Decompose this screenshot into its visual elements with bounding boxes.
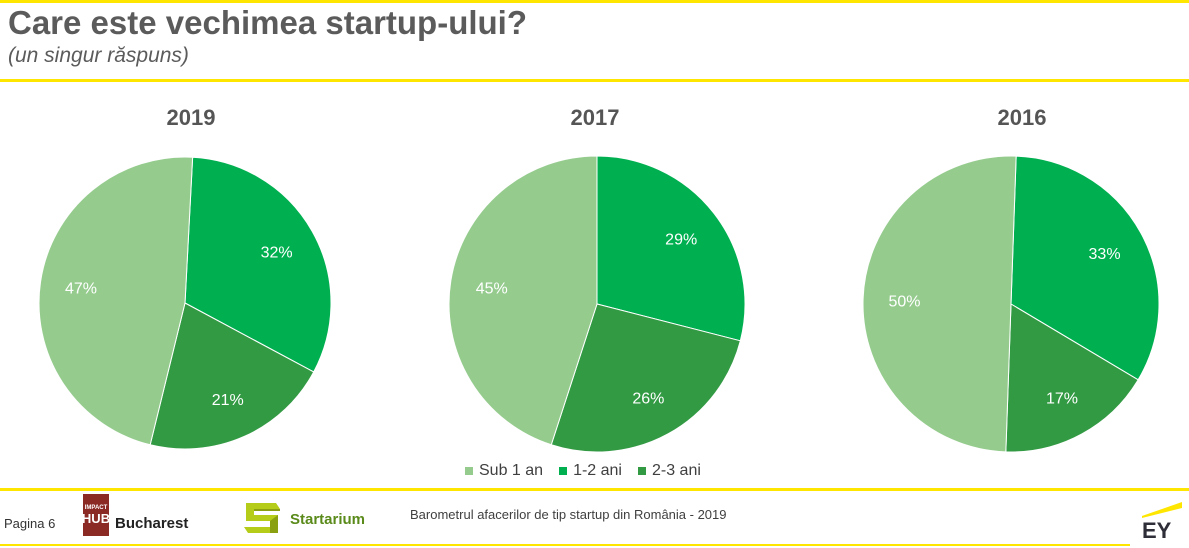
pie-slice-sub-1-an [448, 155, 598, 446]
pie-slice-2-3-ani [1005, 303, 1139, 453]
pie-slice-2-3-ani [550, 303, 741, 453]
pie-chart-2: 33% 17% 50% [862, 155, 1160, 453]
chart-title-0: 2019 [166, 105, 216, 130]
legend-label: 1-2 ani [573, 462, 622, 479]
pie-chart-1: 29% 26% 45% [448, 155, 746, 453]
pie-slice-1-2-ani [184, 156, 332, 373]
pie-chart-0: 32% 21% 47% [38, 156, 332, 450]
pie-data-label: 17% [1046, 391, 1078, 408]
page-subtitle: (un singur răspuns) [8, 44, 189, 67]
impact-hub-badge: IMPACT HUB [81, 494, 111, 536]
footer-divider [0, 488, 1189, 491]
legend-label: 2-3 ani [651, 462, 701, 479]
pie-data-label: 50% [888, 293, 920, 310]
legend-item-2-3-ani: 2-3 ani [637, 462, 701, 480]
pie-data-label: 26% [632, 390, 664, 407]
hub-small-text: IMPACT [84, 504, 108, 511]
ey-logo: EY [1142, 502, 1182, 540]
pie-slice-1-2-ani [1010, 155, 1160, 381]
chart-title-1: 2017 [570, 105, 620, 130]
chart-title-2: 2016 [997, 105, 1047, 130]
legend-swatch [637, 467, 646, 475]
page-number: Pagina 6 [4, 516, 56, 531]
pie-data-label: 21% [212, 392, 244, 409]
chart-legend: Sub 1 an 1-2 ani 2-3 ani [465, 460, 701, 482]
pie-slice-2-3-ani [149, 302, 315, 450]
pie-slice-1-2-ani [596, 155, 746, 342]
header-divider [0, 79, 1189, 82]
hub-big-text: HUB [81, 510, 111, 526]
pie-data-label: 47% [65, 281, 97, 298]
footer-caption: Barometrul afacerilor de tip startup din… [410, 507, 727, 522]
legend-item-1-2-ani: 1-2 ani [559, 462, 622, 480]
pie-data-label: 29% [665, 232, 697, 249]
hub-city-text: Bucharest [115, 514, 189, 532]
legend-swatch [559, 467, 568, 475]
pie-slice-sub-1-an [38, 156, 194, 446]
footer-bottom-line [0, 544, 1130, 546]
ey-logo-text: EY [1142, 518, 1172, 540]
legend-label: Sub 1 an [479, 462, 544, 479]
startarium-icon [244, 503, 280, 533]
pie-data-label: 32% [261, 244, 293, 261]
pie-slice-sub-1-an [862, 155, 1017, 453]
pie-data-label: 33% [1089, 246, 1121, 263]
page-title: Care este vechimea startup-ului? [8, 4, 528, 41]
startarium-name: Startarium [290, 510, 366, 528]
legend-item-sub-1-an: Sub 1 an [465, 462, 543, 480]
startarium-logo: Startarium [240, 499, 365, 539]
top-accent-line [0, 0, 1189, 3]
legend-swatch [465, 467, 473, 475]
pie-data-label: 45% [476, 280, 508, 297]
impact-hub-logo: IMPACT HUB Bucharest [81, 494, 189, 536]
